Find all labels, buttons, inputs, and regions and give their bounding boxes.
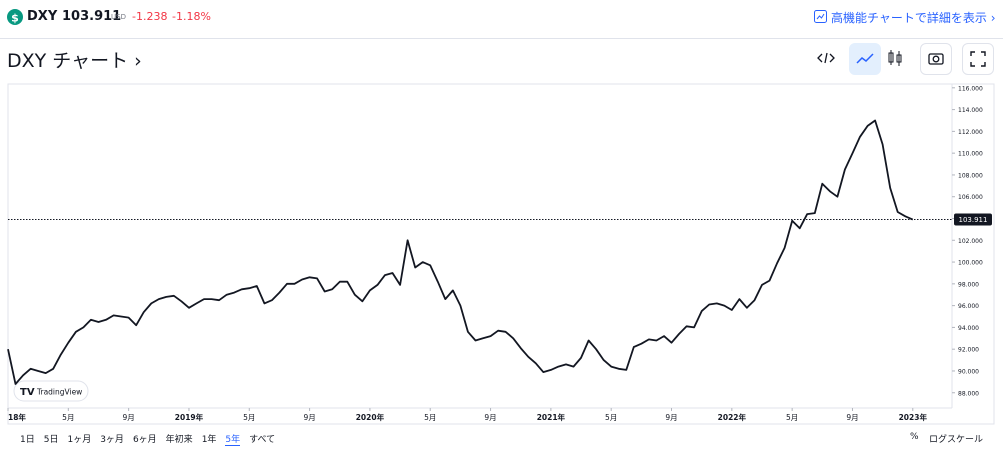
x-tick-label: 9月: [846, 413, 858, 422]
x-tick-label: 9月: [665, 413, 677, 422]
x-tick-label: 18年: [8, 412, 26, 422]
x-tick-label: 5月: [786, 413, 798, 422]
svg-text:$: $: [11, 12, 19, 25]
y-tick-label: 106.000: [958, 194, 983, 201]
currency: USD: [111, 13, 126, 21]
y-tick-label: 102.000: [958, 238, 983, 245]
percent-toggle[interactable]: %: [910, 432, 919, 442]
range-button[interactable]: 1日: [20, 435, 35, 445]
x-tick-label: 5月: [424, 413, 436, 422]
x-tick-label: 9月: [484, 413, 496, 422]
range-bar: 1日 5日 1ヶ月 3ヶ月 6ヶ月 年初来 1年 5年 すべて: [20, 432, 275, 446]
watermark-badge: [13, 380, 89, 402]
chart-heading[interactable]: DXY チャート ›: [7, 50, 142, 72]
change: -1.238: [132, 10, 168, 23]
heading-text: DXY チャート: [7, 50, 129, 72]
watermark: TradingView: [36, 388, 82, 397]
x-tick-label: 5月: [605, 413, 617, 422]
x-tick-label: 9月: [303, 413, 315, 422]
x-tick-label: 5月: [62, 413, 74, 422]
y-tick-label: 110.000: [958, 151, 983, 158]
x-tick-label: 2022年: [718, 412, 747, 422]
watermark-logo: TV: [20, 387, 35, 398]
y-tick-label: 100.000: [958, 260, 983, 267]
range-button[interactable]: 5日: [43, 435, 59, 445]
chart-frame: [7, 83, 995, 425]
y-tick-label: 88.000: [958, 390, 979, 397]
x-tick-label: 2019年: [175, 412, 204, 422]
log-toggle[interactable]: ログスケール: [929, 435, 984, 445]
x-tick-label: 9月: [122, 413, 134, 422]
range-button[interactable]: 5年: [225, 432, 241, 446]
fullscreen-button[interactable]: [962, 43, 994, 75]
price-line: [7, 119, 914, 385]
y-tick-label: 96.000: [958, 303, 979, 310]
range-button[interactable]: 1ヶ月: [67, 435, 92, 445]
price: 103.911: [62, 9, 122, 24]
range-button[interactable]: 1年: [201, 435, 217, 445]
divider: [0, 38, 1003, 39]
y-tick-label: 114.000: [958, 107, 983, 114]
line-chart-button[interactable]: [849, 43, 881, 75]
x-tick-label: 2023年: [899, 412, 928, 422]
advanced-chart-link[interactable]: 高機能チャートで詳細を表示 ›: [831, 11, 996, 25]
link-text: 高機能チャートで詳細を表示: [831, 11, 987, 25]
symbol-icon: $: [7, 9, 23, 25]
range-button[interactable]: 3ヶ月: [100, 435, 124, 445]
y-tick-label: 98.000: [958, 281, 979, 288]
snapshot-button[interactable]: [920, 43, 952, 75]
range-button[interactable]: すべて: [249, 435, 276, 445]
x-tick-label: 2020年: [356, 412, 385, 422]
y-tick-label: 116.000: [958, 85, 983, 92]
last-price-badge: [954, 213, 992, 226]
change-pct: -1.18%: [172, 10, 211, 23]
chart-icon: [814, 10, 827, 23]
embed-button[interactable]: [816, 50, 836, 66]
x-tick-label: 5月: [243, 413, 255, 422]
y-tick-label: 94.000: [958, 325, 979, 332]
last-price-label: 103.911: [959, 216, 988, 224]
y-tick-label: 108.000: [958, 172, 983, 179]
symbol: DXY: [27, 9, 58, 24]
y-tick-label: 92.000: [958, 347, 979, 354]
range-button[interactable]: 6ヶ月: [132, 435, 157, 445]
range-button[interactable]: 年初来: [165, 435, 193, 445]
y-tick-label: 112.000: [958, 129, 983, 136]
x-tick-label: 2021年: [537, 412, 566, 422]
y-tick-label: 90.000: [958, 368, 979, 375]
candle-button[interactable]: [886, 48, 904, 68]
